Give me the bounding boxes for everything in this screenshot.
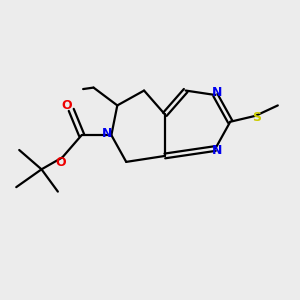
Text: S: S [253,111,262,124]
Text: O: O [56,156,66,169]
Text: N: N [212,143,223,157]
Text: N: N [212,85,223,98]
Text: O: O [61,99,72,112]
Text: N: N [102,127,112,140]
